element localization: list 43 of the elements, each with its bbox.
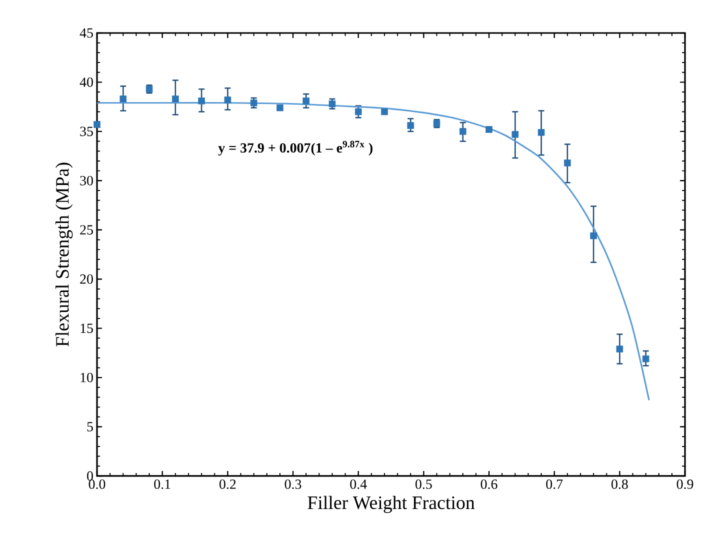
- y-tick-label: 20: [80, 274, 93, 284]
- x-tick-label: 0.5: [415, 480, 432, 489]
- x-axis-title: Filler Weight Fraction: [308, 496, 475, 514]
- point: [538, 129, 545, 136]
- x-tick-label: 0.7: [546, 480, 563, 489]
- point: [302, 98, 310, 104]
- point: [120, 96, 127, 102]
- x-tick-label: 0.9: [676, 480, 694, 489]
- x-tick-label: 0.2: [219, 480, 236, 489]
- point: [354, 108, 362, 116]
- point: [276, 104, 284, 112]
- x-tick-label: 0.1: [154, 480, 170, 489]
- y-tick-label: 25: [80, 225, 93, 235]
- point: [459, 128, 466, 135]
- x-tick-label: 0.3: [284, 480, 302, 489]
- y-tick-label: 5: [87, 422, 93, 432]
- point: [512, 131, 519, 138]
- point: [590, 232, 597, 240]
- point: [328, 100, 336, 108]
- y-tick-label: 40: [80, 78, 93, 87]
- annotation: y = 37.9 + 0.007(1 – e$^{9.87x}$ ): [218, 140, 372, 156]
- point: [94, 121, 100, 128]
- point: [564, 160, 571, 166]
- point: [250, 99, 258, 106]
- point: [224, 96, 232, 104]
- point: [486, 126, 492, 133]
- point: [172, 96, 179, 102]
- point: [642, 355, 650, 362]
- point: [616, 346, 624, 352]
- x-tick-label: 0.4: [350, 480, 367, 489]
- y-tick-label: 15: [80, 324, 93, 333]
- point: [407, 122, 414, 129]
- y-tick-label: 10: [80, 372, 93, 382]
- x-tick-label: 0.8: [611, 480, 628, 489]
- y-tick-label: 0: [87, 471, 93, 481]
- x-tick-label: 0.6: [480, 480, 498, 489]
- y-tick-label: 30: [80, 176, 93, 186]
- y-tick-label: 35: [80, 126, 93, 136]
- x-tick-label: 0.0: [88, 480, 106, 489]
- point: [381, 108, 388, 116]
- y-tick-label: 45: [80, 28, 93, 38]
- point: [198, 98, 205, 104]
- y-axis-title: Flexural Strength (MPa): [55, 162, 73, 346]
